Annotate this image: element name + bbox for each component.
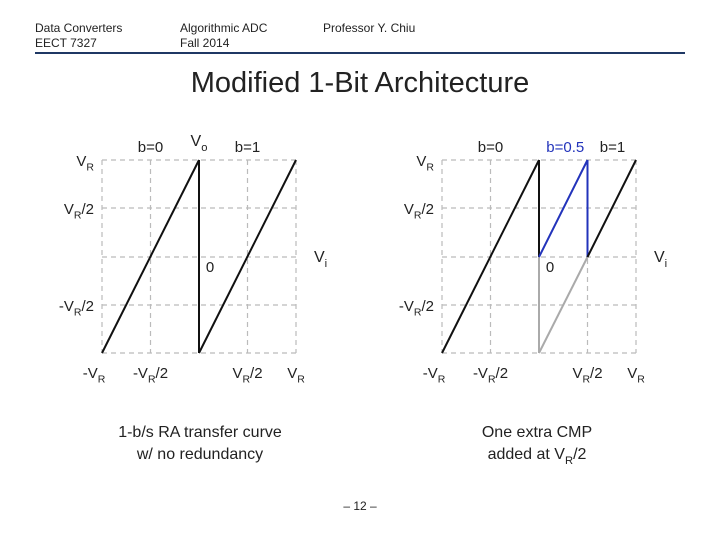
- x-label-main: V: [287, 365, 297, 382]
- input-label-main: V: [654, 249, 665, 266]
- x-label-main: -V: [83, 365, 98, 382]
- y-label-suffix: /2: [81, 201, 94, 218]
- transfer-curve: [101, 159, 200, 354]
- origin-label: 0: [206, 259, 214, 276]
- caption-main: added at V: [488, 446, 566, 463]
- b-label: b=0: [478, 139, 503, 156]
- y-label-sub: R: [74, 210, 82, 222]
- y-label-sub: R: [74, 307, 82, 319]
- page-number: – 12 –: [343, 499, 377, 513]
- old-curve: [538, 256, 589, 354]
- x-label-sub: R: [297, 374, 305, 386]
- origin-label: 0: [546, 259, 554, 276]
- y-label-sub: R: [414, 210, 422, 222]
- caption-sub: R: [565, 455, 573, 467]
- x-label-suffix: /2: [590, 365, 603, 382]
- y-label-suffix: /2: [421, 201, 434, 218]
- input-label-sub: i: [325, 258, 328, 270]
- caption: w/ no redundancy: [136, 446, 263, 463]
- x-label-sub: R: [148, 374, 156, 386]
- x-label-sub: R: [582, 374, 590, 386]
- input-label-sub: i: [665, 258, 668, 270]
- slide-title: Modified 1-Bit Architecture: [191, 67, 529, 99]
- topic: Algorithmic ADC: [180, 21, 268, 35]
- output-label: Vo: [191, 133, 208, 154]
- x-label-main: V: [572, 365, 582, 382]
- x-label-main: V: [627, 365, 637, 382]
- course: Data Converters: [35, 21, 122, 35]
- y-label-main: -V: [59, 298, 74, 315]
- output-label-sub: o: [201, 142, 207, 154]
- y-label: VR/2: [64, 201, 94, 222]
- author: Professor Y. Chiu: [323, 21, 415, 35]
- y-label-main: V: [64, 201, 74, 218]
- b-label: b=0: [138, 139, 163, 156]
- x-label-suffix: /2: [496, 365, 509, 382]
- y-label-suffix: /2: [421, 298, 434, 315]
- x-label: VR/2: [232, 365, 262, 386]
- y-label: VR: [416, 153, 434, 174]
- x-label-suffix: /2: [250, 365, 263, 382]
- x-label: VR/2: [572, 365, 602, 386]
- x-label-main: -V: [423, 365, 438, 382]
- caption: One extra CMP: [482, 424, 592, 441]
- course-code: EECT 7327: [35, 36, 97, 50]
- y-label-sub: R: [426, 162, 434, 174]
- x-label: -VR: [83, 365, 106, 386]
- x-label: -VR/2: [133, 365, 168, 386]
- x-label-sub: R: [488, 374, 496, 386]
- y-label: VR: [76, 153, 94, 174]
- caption: added at VR/2: [488, 446, 587, 467]
- input-label: Vi: [314, 249, 327, 270]
- x-label-sub: R: [438, 374, 446, 386]
- x-label: -VR/2: [473, 365, 508, 386]
- transfer-curve: [441, 159, 540, 354]
- b-label: b=0.5: [546, 139, 584, 156]
- input-label-main: V: [314, 249, 325, 266]
- caption-suffix: /2: [573, 446, 586, 463]
- x-label-sub: R: [98, 374, 106, 386]
- new-segment: [538, 159, 589, 258]
- y-label: VR/2: [404, 201, 434, 222]
- y-label-sub: R: [86, 162, 94, 174]
- b-label: b=1: [600, 139, 625, 156]
- y-label-suffix: /2: [81, 298, 94, 315]
- y-label: -VR/2: [399, 298, 434, 319]
- y-label-main: -V: [399, 298, 414, 315]
- x-label-sub: R: [637, 374, 645, 386]
- x-label: VR: [627, 365, 645, 386]
- y-label-main: V: [416, 153, 426, 170]
- transfer-curve: [198, 159, 297, 354]
- y-label-main: V: [76, 153, 86, 170]
- y-label-sub: R: [414, 307, 422, 319]
- x-label: -VR: [423, 365, 446, 386]
- transfer-curve: [586, 159, 637, 258]
- x-label-main: V: [232, 365, 242, 382]
- caption: 1-b/s RA transfer curve: [118, 424, 282, 441]
- y-label-main: V: [404, 201, 414, 218]
- term: Fall 2014: [180, 36, 230, 50]
- x-label-sub: R: [242, 374, 250, 386]
- x-label-suffix: /2: [156, 365, 169, 382]
- x-label-main: -V: [473, 365, 488, 382]
- y-label: -VR/2: [59, 298, 94, 319]
- x-label: VR: [287, 365, 305, 386]
- input-label: Vi: [654, 249, 667, 270]
- output-label-main: V: [191, 133, 202, 150]
- b-label: b=1: [235, 139, 260, 156]
- x-label-main: -V: [133, 365, 148, 382]
